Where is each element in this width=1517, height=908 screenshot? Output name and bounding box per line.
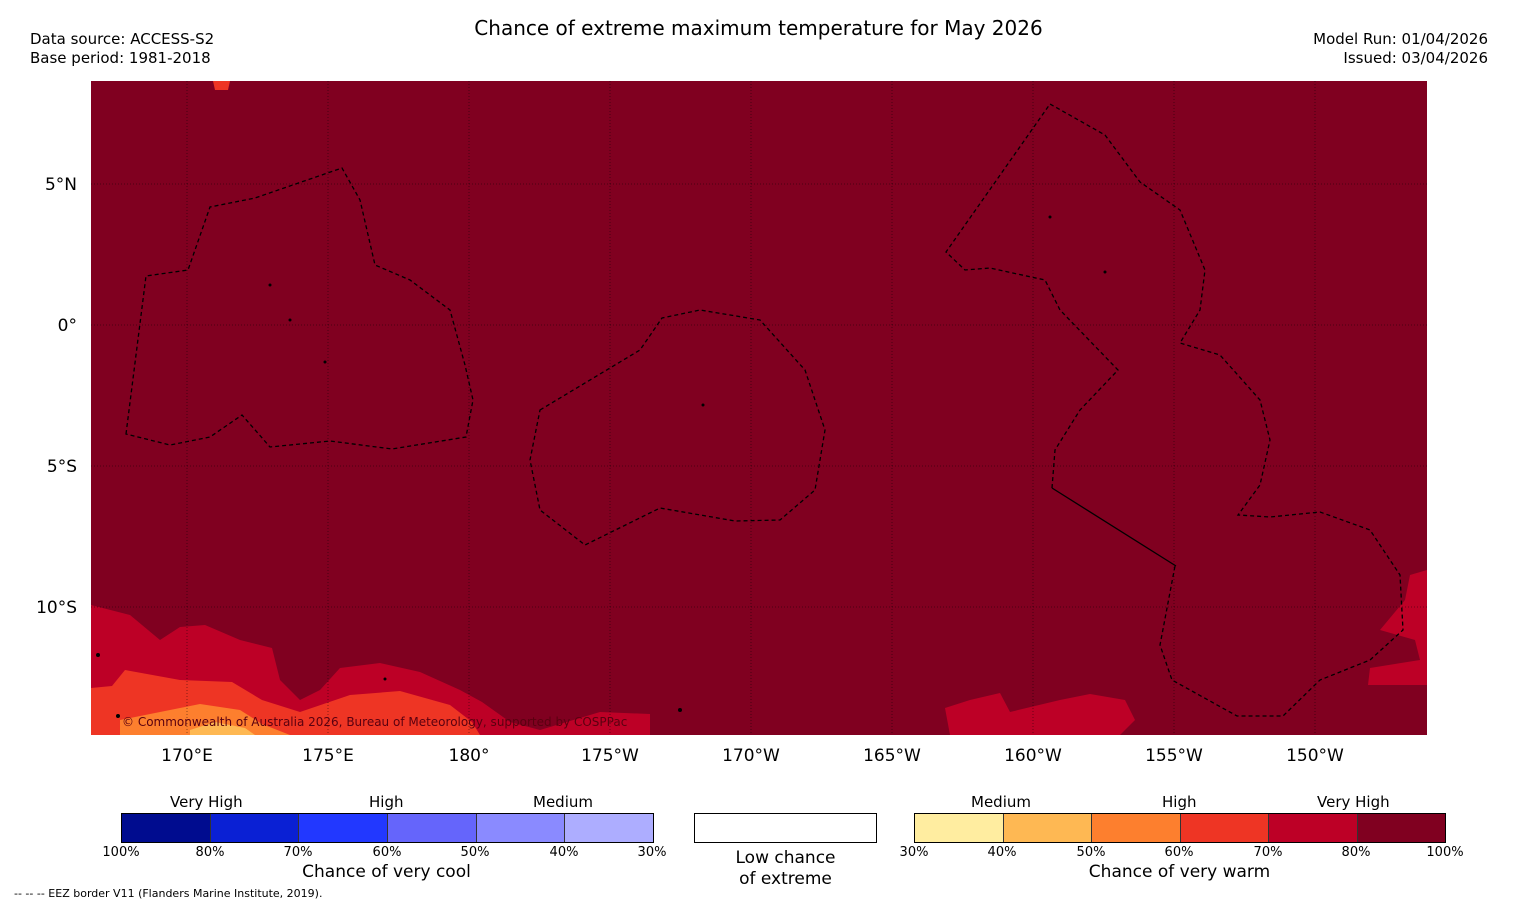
lon-label: 165°W [863, 746, 921, 766]
low-chance-swatch [694, 813, 877, 843]
model-run: Model Run: 01/04/2026 [1313, 30, 1488, 48]
warm-swatch [1092, 814, 1181, 842]
low-chance-line2: of extreme [739, 869, 832, 889]
graticule [91, 81, 1427, 735]
warm-swatch [1357, 814, 1445, 842]
low-chance-line1: Low chance [735, 848, 836, 868]
high-warm-patch-east [1368, 570, 1427, 685]
cool-tick: 40% [549, 845, 579, 860]
lon-label: 155°W [1145, 746, 1203, 766]
warm-colorbar [914, 813, 1446, 843]
warm-swatch [1180, 814, 1269, 842]
lon-label: 170°W [722, 746, 780, 766]
cool-tick: 50% [460, 845, 490, 860]
lon-label: 175°E [302, 746, 354, 766]
lon-label: 180° [448, 746, 490, 766]
lon-label: 160°W [1004, 746, 1062, 766]
warm-category-high: High [1162, 793, 1197, 811]
copyright-notice: © Commonwealth of Australia 2026, Bureau… [122, 715, 628, 729]
cool-swatch [210, 814, 300, 842]
cool-swatch [565, 814, 654, 842]
cool-tick: 60% [372, 845, 402, 860]
lon-label: 150°W [1286, 746, 1344, 766]
warm-tick: 30% [899, 845, 929, 860]
figure-title: Chance of extreme maximum temperature fo… [474, 16, 1043, 40]
lon-label: 175°W [581, 746, 639, 766]
cool-category-medium: Medium [533, 793, 593, 811]
cool-tick: 30% [637, 845, 667, 860]
lat-label: 0° [57, 316, 77, 336]
eez-footnote: -- -- -- EEZ border V11 (Flanders Marine… [14, 887, 323, 900]
map-canvas [91, 81, 1427, 735]
eez-border-kiribati-gilbert [125, 167, 474, 450]
warm-swatch [1269, 814, 1358, 842]
data-info: Data source: ACCESS-S2 Base period: 1981… [30, 30, 214, 68]
cool-tick: 80% [195, 845, 225, 860]
warm-tick: 80% [1341, 845, 1371, 860]
lat-label: 10°S [36, 598, 77, 618]
warm-category-very-high: Very High [1317, 793, 1390, 811]
warm-patch-north [213, 81, 230, 90]
warm-40-50-region [190, 722, 255, 735]
cool-category-very-high: Very High [170, 793, 243, 811]
cool-colorbar [121, 813, 654, 843]
cool-swatch [476, 814, 566, 842]
warm-50-60-region [120, 704, 290, 735]
eez-border-kiribati-phoenix [529, 309, 826, 546]
warm-category-medium: Medium [971, 793, 1031, 811]
run-info: Model Run: 01/04/2026 Issued: 03/04/2026 [1313, 30, 1488, 68]
warm-tick: 50% [1076, 845, 1106, 860]
warm-swatch [1003, 814, 1092, 842]
warm-tick: 100% [1426, 845, 1464, 860]
islands [96, 215, 1107, 718]
maritime-boundary [1051, 487, 1177, 567]
high-warm-patch [945, 693, 1135, 735]
warm-tick: 70% [1253, 845, 1283, 860]
cool-tick: 70% [283, 845, 313, 860]
eez-border-kiribati-line [945, 103, 1404, 717]
cool-swatch [122, 814, 211, 842]
lon-label: 170°E [161, 746, 213, 766]
cool-swatch [388, 814, 477, 842]
cool-legend-title: Chance of very cool [302, 862, 471, 882]
lat-label: 5°N [44, 175, 77, 195]
warm-swatch [915, 814, 1004, 842]
very-high-warm-region [91, 81, 1427, 735]
eez-borders [125, 103, 1404, 717]
lat-label: 5°S [46, 457, 77, 477]
issued-date: Issued: 03/04/2026 [1343, 49, 1488, 67]
data-source: Data source: ACCESS-S2 [30, 30, 215, 48]
low-chance-label: Low chance of extreme [694, 848, 877, 890]
cool-swatch [299, 814, 389, 842]
cool-tick: 100% [102, 845, 140, 860]
warm-tick: 40% [987, 845, 1017, 860]
warm-tick: 60% [1164, 845, 1194, 860]
base-period: Base period: 1981-2018 [30, 49, 211, 67]
warm-legend-title: Chance of very warm [1088, 862, 1271, 882]
cool-category-high: High [369, 793, 404, 811]
